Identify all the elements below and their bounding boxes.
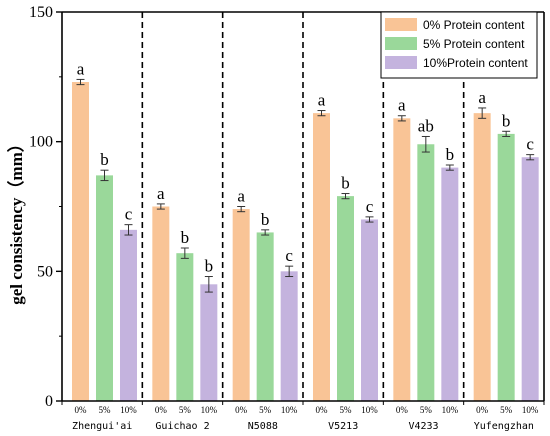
bar xyxy=(313,113,330,401)
x-sub-tick-label: 5% xyxy=(500,405,513,415)
x-sub-tick-label: 10% xyxy=(361,405,378,415)
legend-swatch xyxy=(385,56,417,69)
significance-letter: c xyxy=(285,246,293,265)
significance-letter: b xyxy=(502,111,511,130)
x-sub-tick-label: 10% xyxy=(281,405,298,415)
bar xyxy=(473,113,491,401)
bar xyxy=(497,133,515,402)
x-group-label: V4233 xyxy=(408,421,438,432)
x-sub-tick-label: 0% xyxy=(396,405,409,415)
x-sub-tick-label: 0% xyxy=(75,405,88,415)
significance-letter: c xyxy=(125,205,133,224)
x-sub-tick-label: 0% xyxy=(235,405,248,415)
x-sub-tick-label: 5% xyxy=(340,405,353,415)
significance-letter: b xyxy=(341,174,350,193)
significance-letter: b xyxy=(100,150,109,169)
significance-letter: a xyxy=(398,96,406,115)
x-sub-tick-label: 5% xyxy=(99,405,112,415)
bar xyxy=(232,209,250,401)
bar xyxy=(96,175,113,401)
y-tick-label: 50 xyxy=(37,263,53,280)
significance-letter: a xyxy=(157,184,165,203)
x-sub-tick-label: 5% xyxy=(179,405,192,415)
legend-swatch xyxy=(385,18,417,31)
significance-letter: c xyxy=(526,135,534,154)
x-sub-tick-label: 0% xyxy=(155,405,168,415)
y-axis-title: gel consistency（mm） xyxy=(6,135,26,305)
significance-letter: a xyxy=(318,91,326,110)
bar xyxy=(152,206,170,401)
x-group-label: Zhengui'ai xyxy=(72,421,132,432)
bar xyxy=(393,118,411,402)
x-sub-tick-label: 5% xyxy=(259,405,272,415)
significance-letter: b xyxy=(181,228,190,247)
bar xyxy=(441,167,459,401)
significance-letter: b xyxy=(446,145,455,164)
bar xyxy=(361,219,378,401)
x-sub-tick-label: 10% xyxy=(522,405,539,415)
significance-letter: b xyxy=(205,257,214,276)
significance-letter: a xyxy=(478,88,486,107)
x-sub-tick-label: 0% xyxy=(476,405,489,415)
x-group-label: V5213 xyxy=(328,421,358,432)
x-group-label: Guichao 2 xyxy=(155,421,209,432)
legend-swatch xyxy=(385,37,417,50)
x-sub-tick-label: 10% xyxy=(120,405,137,415)
bar xyxy=(176,253,194,401)
x-sub-tick-label: 10% xyxy=(442,405,459,415)
bar xyxy=(256,232,274,401)
bar xyxy=(417,144,435,401)
x-sub-tick-label: 5% xyxy=(420,405,433,415)
y-tick-label: 0 xyxy=(45,393,53,410)
bar xyxy=(280,271,298,401)
x-sub-tick-label: 0% xyxy=(316,405,329,415)
legend-label: 0% Protein content xyxy=(423,18,525,32)
bar xyxy=(337,196,354,401)
bar xyxy=(120,229,137,401)
bar xyxy=(200,284,218,401)
significance-letter: ab xyxy=(418,116,434,135)
legend-label: 10%Protein content xyxy=(423,56,528,70)
bar xyxy=(72,82,89,402)
y-tick-label: 150 xyxy=(29,4,53,21)
significance-letter: c xyxy=(366,197,374,216)
x-sub-tick-label: 10% xyxy=(201,405,218,415)
y-tick-label: 100 xyxy=(29,134,53,151)
significance-letter: a xyxy=(77,59,85,78)
legend-label: 5% Protein content xyxy=(423,37,525,51)
significance-letter: a xyxy=(237,187,245,206)
x-group-label: Yufengzhan xyxy=(474,421,534,432)
significance-letter: b xyxy=(261,210,270,229)
x-group-label: N5088 xyxy=(248,421,278,432)
bar xyxy=(521,157,539,401)
